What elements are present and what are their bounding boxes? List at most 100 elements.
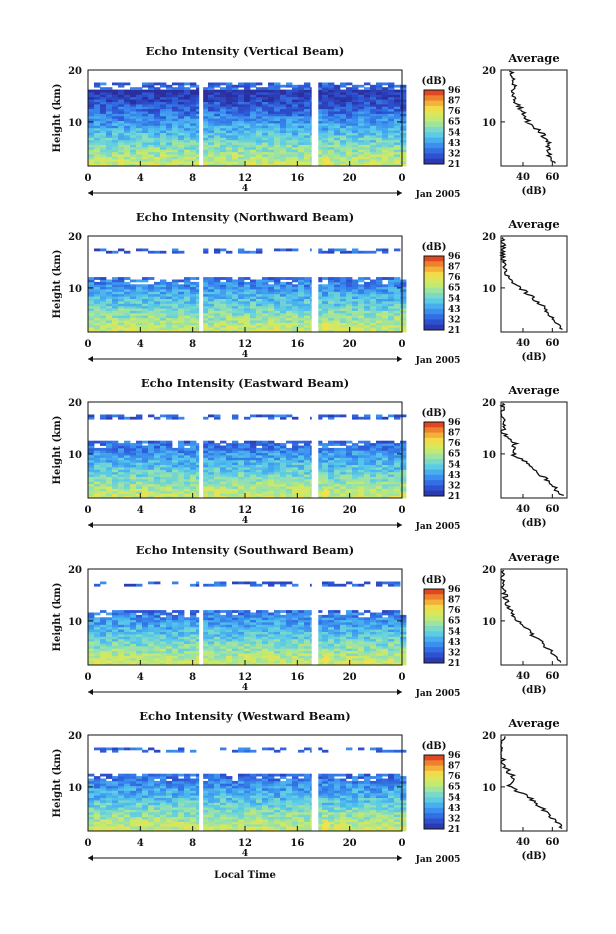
echo-cell [358, 660, 364, 663]
colorbar-band [424, 122, 444, 128]
echo-cell [100, 313, 106, 316]
echo-cell [130, 467, 136, 470]
echo-cell [286, 109, 292, 112]
echo-cell [142, 474, 148, 477]
echo-cell [382, 125, 388, 128]
echo-cell [388, 465, 394, 468]
echo-cell [166, 116, 172, 119]
echo-cell [292, 320, 298, 323]
echo-cell [220, 145, 226, 148]
echo-cell [400, 479, 406, 482]
echo-cell [352, 280, 358, 283]
echo-cell [112, 130, 118, 133]
echo-cell [100, 125, 106, 128]
echo-cell [238, 460, 244, 463]
echo-cell [376, 130, 382, 133]
echo-cell [346, 133, 352, 136]
echo-cell [262, 441, 268, 444]
echo-cell [280, 320, 286, 323]
echo-cell [208, 137, 214, 140]
colorbar-tick-label: 43 [448, 305, 461, 315]
echo-cell [340, 651, 346, 654]
echo-cell [112, 443, 118, 446]
echo-cell [208, 320, 214, 323]
colorbar-tick-label: 32 [448, 315, 461, 325]
echo-cell [256, 474, 262, 477]
echo-cell [226, 481, 232, 484]
echo-cell [148, 157, 154, 160]
echo-cell [88, 457, 94, 460]
echo-cell [286, 83, 292, 86]
echo-cell [166, 109, 172, 112]
echo-cell [94, 660, 100, 663]
echo-cell [226, 651, 232, 654]
echo-cell [382, 311, 388, 314]
echo-cell [358, 116, 364, 119]
echo-cell [124, 417, 130, 420]
echo-cell [364, 479, 370, 482]
echo-cell [382, 656, 388, 659]
echo-cell [358, 92, 364, 95]
echo-cell [286, 94, 292, 97]
echo-cell [184, 291, 190, 294]
echo-cell [268, 660, 274, 663]
echo-cell [220, 311, 226, 314]
echo-cell [166, 651, 172, 654]
echo-cell [172, 315, 178, 318]
echo-cell [106, 90, 112, 93]
echo-cell [340, 111, 346, 114]
echo-cell [352, 130, 358, 133]
echo-cell [298, 152, 304, 155]
echo-cell [142, 313, 148, 316]
echo-cell [106, 311, 112, 314]
echo-cell [160, 137, 166, 140]
echo-cell [298, 149, 304, 152]
echo-cell [100, 493, 106, 496]
echo-cell [136, 154, 142, 157]
echo-cell [220, 109, 226, 112]
echo-cell [208, 280, 214, 283]
echo-cell [274, 152, 280, 155]
echo-cell [88, 301, 94, 304]
echo-cell [88, 477, 94, 480]
echo-cell [328, 106, 334, 109]
echo-cell [328, 315, 334, 318]
echo-cell [388, 467, 394, 470]
echo-cell [178, 660, 184, 663]
echo-cell [238, 651, 244, 654]
echo-cell [88, 446, 94, 449]
echo-cell [268, 99, 274, 102]
echo-cell [226, 486, 232, 489]
echo-cell [124, 116, 130, 119]
day-range-arrow-right [397, 190, 402, 196]
echo-cell [298, 315, 304, 318]
echo-cell [142, 154, 148, 157]
echo-cell [148, 327, 154, 330]
echo-cell [268, 467, 274, 470]
echo-cell [388, 109, 394, 112]
echo-cell [322, 651, 328, 654]
echo-cell [400, 106, 406, 109]
echo-cell [280, 92, 286, 95]
echo-cell [298, 97, 304, 100]
echo-cell [112, 313, 118, 316]
echo-cell [262, 311, 268, 314]
echo-cell [250, 308, 256, 311]
echo-cell [376, 87, 382, 90]
echo-cell [340, 448, 346, 451]
echo-cell [100, 135, 106, 138]
echo-cell [256, 303, 262, 306]
echo-cell [220, 323, 226, 326]
echo-cell [190, 323, 196, 326]
echo-cell [388, 111, 394, 114]
echo-cell [166, 484, 172, 487]
echo-cell [178, 301, 184, 304]
echo-cell [160, 251, 166, 254]
echo-cell [148, 660, 154, 663]
profile-x-tick-label: 60 [545, 338, 559, 349]
echo-cell [160, 327, 166, 330]
echo-cell [148, 118, 154, 121]
echo-cell [364, 130, 370, 133]
echo-cell [370, 109, 376, 112]
echo-cell [220, 460, 226, 463]
